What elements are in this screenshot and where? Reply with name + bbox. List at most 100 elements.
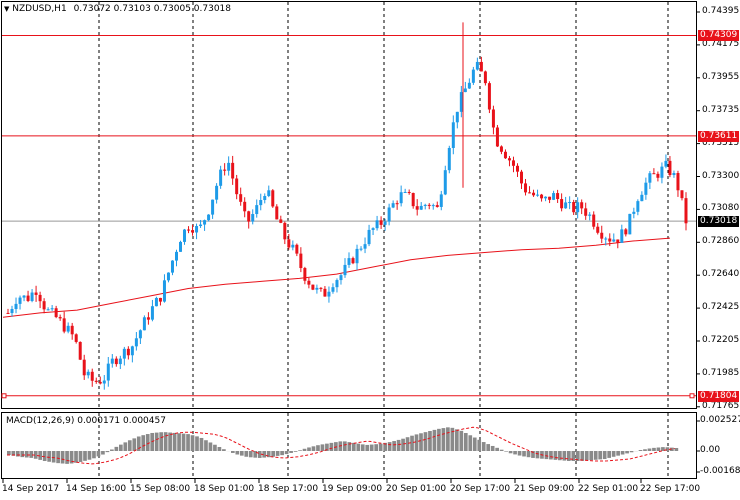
- macd-bar: [504, 451, 508, 452]
- bull-candle: [110, 358, 114, 364]
- symbol-timeframe: NZDUSD,H1: [12, 4, 67, 14]
- time-label: 20 Sep 01:00: [386, 484, 447, 494]
- bull-candle: [251, 214, 255, 222]
- macd-bar: [92, 451, 96, 459]
- macd-bar: [20, 451, 25, 458]
- macd-bar: [15, 451, 20, 457]
- macd-bar: [611, 451, 616, 457]
- macd-bar: [51, 451, 56, 463]
- bear-candle: [608, 238, 612, 242]
- price-panel[interactable]: [1, 1, 697, 409]
- bull-candle: [138, 330, 142, 339]
- bear-candle: [652, 173, 656, 175]
- bull-candle: [640, 194, 644, 202]
- macd-bar: [123, 442, 128, 451]
- macd-bar: [392, 441, 396, 451]
- time-label: 14 Sep 16:00: [66, 484, 127, 494]
- macd-histogram: [7, 427, 679, 464]
- price-label: 0.73955: [702, 71, 740, 82]
- macd-bar: [544, 451, 549, 460]
- bull-candle: [203, 220, 207, 225]
- bear-candle: [560, 199, 564, 209]
- bull-candle: [391, 203, 395, 208]
- macd-bar: [96, 451, 101, 457]
- time-label: 18 Sep 01:00: [194, 484, 255, 494]
- bear-candle: [319, 287, 323, 289]
- macd-bar: [378, 443, 383, 451]
- bull-candle: [106, 363, 110, 381]
- macd-bar: [280, 451, 284, 456]
- macd-bar: [463, 433, 468, 451]
- macd-bar: [78, 451, 83, 462]
- bull-candle: [174, 251, 178, 261]
- macd-bar: [172, 432, 177, 451]
- bull-candle: [359, 248, 363, 250]
- price-label: 0.73515: [702, 137, 740, 148]
- signal-line: [7, 426, 675, 465]
- bear-candle: [295, 244, 299, 254]
- ohlc-values: 0.73072 0.73103 0.73005 0.73018: [73, 4, 232, 14]
- bull-candle: [18, 297, 22, 304]
- bull-candle: [367, 229, 371, 245]
- bull-candle: [604, 238, 608, 240]
- macd-bar: [101, 451, 105, 455]
- bull-candle: [552, 193, 556, 200]
- bear-candle: [223, 169, 227, 171]
- symbol-header: ▼ NZDUSD,H1 0.73072 0.73103 0.73005 0.73…: [4, 4, 231, 15]
- macd-bar: [119, 444, 123, 451]
- bull-candle: [612, 239, 616, 242]
- bull-candle: [207, 214, 211, 221]
- bull-candle: [179, 241, 183, 252]
- bear-candle: [616, 239, 620, 243]
- bear-candle: [62, 318, 66, 332]
- bear-candle: [98, 381, 102, 384]
- macd-bar: [320, 444, 325, 451]
- macd-bar: [132, 438, 137, 451]
- bear-candle: [483, 71, 487, 84]
- bull-candle: [672, 173, 676, 176]
- bull-candle: [451, 122, 455, 148]
- bull-candle: [632, 211, 636, 214]
- bull-candle: [66, 325, 70, 332]
- macd-bar: [293, 451, 298, 452]
- bear-candle: [279, 219, 283, 223]
- moving-average-line: [2, 237, 671, 318]
- macd-bar: [351, 442, 356, 451]
- price-label: 0.72640: [702, 269, 740, 280]
- time-label: 20 Sep 17:00: [450, 484, 511, 494]
- macd-bar: [638, 450, 643, 451]
- macd-bar: [607, 451, 611, 458]
- bear-candle: [114, 358, 118, 365]
- macd-label: MACD(12,26,9) 0.000171 0.000457: [6, 416, 166, 426]
- macd-bar: [262, 451, 267, 458]
- bear-candle: [624, 229, 628, 235]
- bull-candle: [375, 220, 379, 229]
- bull-candle: [315, 287, 319, 290]
- macd-bar: [24, 451, 29, 458]
- bull-candle: [259, 200, 263, 206]
- bear-candle: [584, 208, 588, 216]
- macd-bar: [365, 444, 370, 451]
- bull-candle: [399, 192, 403, 204]
- price-label: 0.73300: [702, 170, 740, 181]
- macd-bar: [114, 446, 119, 451]
- bull-candle: [648, 173, 652, 183]
- macd-bar: [7, 451, 11, 455]
- bear-candle: [491, 109, 495, 128]
- bull-candle: [30, 292, 34, 301]
- bear-candle: [592, 214, 596, 227]
- macd-bar: [266, 451, 271, 458]
- bull-candle: [568, 202, 572, 204]
- macd-bar: [307, 447, 311, 451]
- bear-candle: [126, 348, 130, 356]
- macd-bar: [56, 451, 60, 464]
- bull-candle: [636, 201, 640, 212]
- bull-candle: [439, 194, 443, 207]
- dropdown-triangle-icon[interactable]: ▼: [4, 5, 10, 13]
- macd-bar: [558, 451, 562, 461]
- macd-bar: [517, 451, 522, 456]
- macd-bar: [217, 446, 222, 451]
- bull-candle: [183, 229, 187, 242]
- macd-bar: [575, 451, 580, 461]
